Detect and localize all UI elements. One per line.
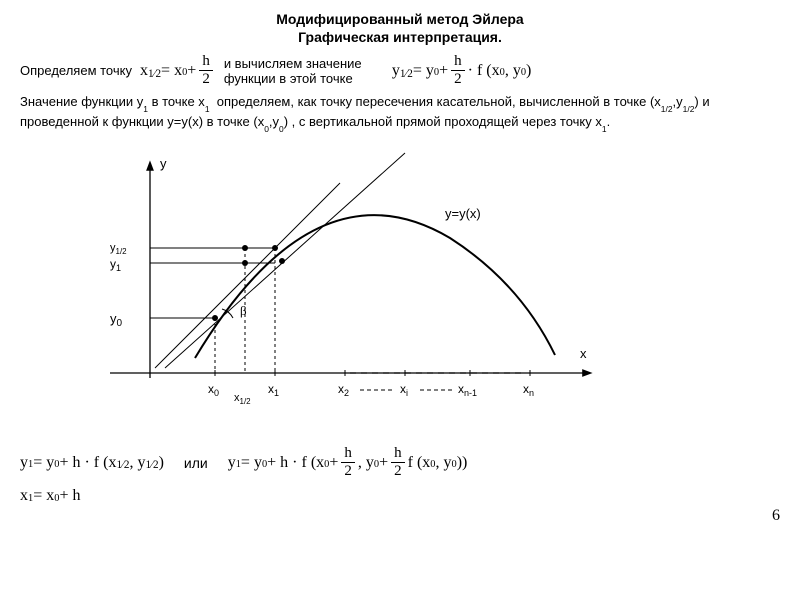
svg-text:xi: xi [400,382,408,398]
formula-x1: x1 = x0 + h [20,487,80,505]
svg-text:xn-1: xn-1 [458,382,477,398]
formula-x-half: x1⁄2 = x0 + h2 [140,54,216,87]
graph-svg: y x y=y(x) β y1/2 y1 y0 x0 x1/2 x1 x2 xi… [50,143,630,433]
description-paragraph: Значение функции y1 в точке x1 определяе… [20,93,780,133]
curve-label: y=y(x) [445,206,481,221]
svg-text:x1/2: x1/2 [234,392,251,406]
ylab-1: y1 [110,257,121,273]
x-axis-label: x [580,346,587,361]
tangent-2 [165,153,405,368]
x-ticks: x0 x1/2 x1 x2 xi xn-1 xn [208,370,534,406]
title-line2: Графическая интерпретация. [20,28,780,46]
page-number: 6 [20,507,780,525]
row1-pre: Определяем точку [20,63,132,78]
formula-y1-short: y1 = y0 + h · f (x1⁄2, y1⁄2) [20,454,164,472]
curve [195,215,555,358]
or-label: или [184,455,208,471]
pt-x0y0 [212,315,218,321]
svg-text:x2: x2 [338,382,349,398]
euler-graph: y x y=y(x) β y1/2 y1 y0 x0 x1/2 x1 x2 xi… [50,143,780,436]
svg-text:x1: x1 [268,382,279,398]
tangent-1 [155,183,340,368]
pt-b [242,260,248,266]
formula-y-half: y1⁄2 = y0 + h2 · f (x0, y0) [392,54,532,87]
pt-d [272,245,278,251]
svg-text:x0: x0 [208,382,219,398]
ylab-0: y0 [110,311,123,329]
svg-text:xn: xn [523,382,534,398]
formula-y1-expanded: y1 = y0 + h · f (x0 + h2, y0 + h2 f (x0,… [228,446,468,479]
pt-e [279,258,285,264]
row1-mid: и вычисляем значение функции в этой точк… [224,56,384,86]
pt-c [242,245,248,251]
beta-label: β [240,303,247,318]
ylab-half: y1/2 [110,242,127,256]
y-axis-label: y [160,156,167,171]
title-line1: Модифицированный метод Эйлера [20,10,780,28]
